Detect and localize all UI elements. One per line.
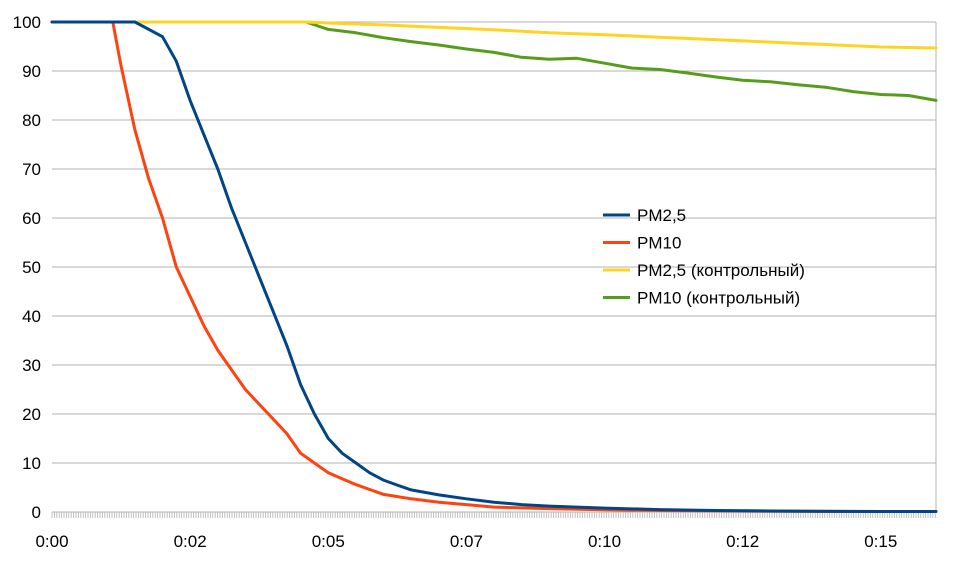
x-tick-label: 0:10	[588, 532, 621, 551]
series-lines	[50, 20, 938, 513]
y-tick-label: 50	[22, 258, 41, 277]
x-axis-minor-ticks	[51, 512, 936, 518]
series-line-4	[50, 20, 938, 102]
y-tick-label: 0	[32, 503, 41, 522]
y-tick-label: 70	[22, 160, 41, 179]
y-tick-label: 10	[22, 454, 41, 473]
y-axis-tick-labels: 0 10 20 30 40 50 60 70 80 90 100	[13, 13, 41, 522]
x-axis-tick-labels: 0:00 0:02 0:05 0:07 0:10 0:12 0:15	[35, 532, 897, 551]
legend-label: PM10 (контрольный)	[637, 289, 800, 308]
x-tick-label: 0:02	[174, 532, 207, 551]
y-tick-label: 30	[22, 356, 41, 375]
series-line-3	[50, 20, 938, 50]
legend: PM2,5 PM10 PM2,5 (контрольный) PM10 (контро…	[603, 206, 805, 308]
y-tick-label: 90	[22, 62, 41, 81]
x-tick-label: 0:05	[312, 532, 345, 551]
x-tick-label: 0:12	[726, 532, 759, 551]
y-tick-label: 100	[13, 13, 41, 32]
y-tick-label: 60	[22, 209, 41, 228]
x-tick-label: 0:15	[864, 532, 897, 551]
legend-label: PM2,5	[637, 206, 686, 225]
series-line-1	[50, 20, 938, 513]
y-tick-label: 80	[22, 111, 41, 130]
x-tick-label: 0:00	[35, 532, 68, 551]
legend-label: PM10	[637, 234, 681, 253]
y-tick-label: 40	[22, 307, 41, 326]
y-tick-label: 20	[22, 405, 41, 424]
legend-label: PM2,5 (контрольный)	[637, 261, 805, 280]
x-tick-label: 0:07	[450, 532, 483, 551]
